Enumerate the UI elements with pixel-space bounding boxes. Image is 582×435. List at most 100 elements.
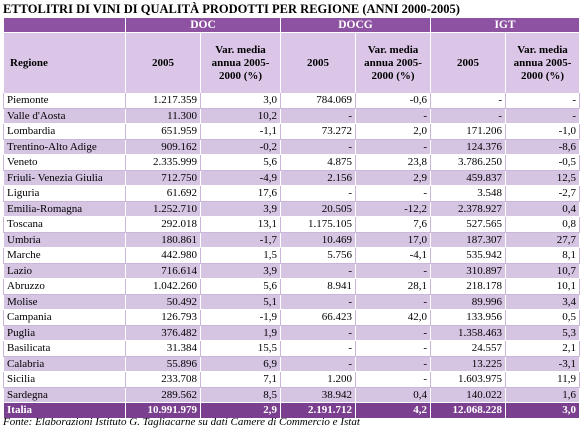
cell-docg-2005: 73.272 bbox=[280, 123, 356, 140]
table-title: ETTOLITRI DI VINI DI QUALITÀ PRODOTTI PE… bbox=[3, 2, 460, 16]
cell-igt-2005: 124.376 bbox=[430, 139, 506, 155]
cell-igt-var: 5,3 bbox=[505, 325, 580, 341]
cell-doc-2005: 31.384 bbox=[125, 340, 201, 357]
cell-doc-2005: 50.492 bbox=[125, 294, 201, 310]
source-footnote: Fonte: Elaborazioni Istituto G. Tagliaca… bbox=[3, 416, 360, 428]
cell-doc-var: 5,1 bbox=[200, 294, 281, 310]
cell-igt-2005: 13.225 bbox=[430, 356, 506, 372]
cell-doc-var: 5,6 bbox=[200, 154, 281, 171]
cell-igt-var: -2,7 bbox=[505, 185, 580, 202]
cell-igt-var: 0,4 bbox=[505, 201, 580, 217]
cell-igt-2005: 459.837 bbox=[430, 170, 506, 186]
cell-igt-var: 0,8 bbox=[505, 216, 580, 233]
total-cell-doc-2005: 10.991.979 bbox=[125, 402, 201, 418]
cell-region-name: Lombardia bbox=[3, 123, 126, 140]
column-header-doc-2005: 2005 bbox=[125, 32, 201, 93]
cell-doc-var: -4,9 bbox=[200, 170, 281, 186]
cell-igt-2005: 24.557 bbox=[430, 340, 506, 357]
cell-doc-var: 3,9 bbox=[200, 201, 281, 217]
cell-region-name: Puglia bbox=[3, 325, 126, 341]
cell-region-name: Umbria bbox=[3, 232, 126, 248]
cell-igt-2005: - bbox=[430, 93, 506, 109]
column-header-row: Regione 2005 Var. media annua 2005-2000 … bbox=[3, 32, 580, 93]
cell-docg-2005: 784.069 bbox=[280, 93, 356, 109]
cell-igt-2005: 1.358.463 bbox=[430, 325, 506, 341]
cell-docg-var: - bbox=[355, 325, 431, 341]
cell-docg-2005: - bbox=[280, 294, 356, 310]
cell-igt-2005: 218.178 bbox=[430, 278, 506, 295]
table-row: Umbria 180.861 -1,7 10.469 17,0 187.307 27,7 bbox=[3, 232, 580, 248]
cell-doc-2005: 292.018 bbox=[125, 216, 201, 233]
cell-docg-2005: 5.756 bbox=[280, 247, 356, 264]
table-row: Lombardia 651.959 -1,1 73.272 2,0 171.206 -1,0 bbox=[3, 123, 580, 140]
cell-docg-2005: - bbox=[280, 139, 356, 155]
cell-igt-2005: - bbox=[430, 108, 506, 124]
cell-docg-var: 2,9 bbox=[355, 170, 431, 186]
cell-doc-var: 10,2 bbox=[200, 108, 281, 124]
cell-docg-var: - bbox=[355, 263, 431, 279]
cell-region-name: Toscana bbox=[3, 216, 126, 233]
cell-doc-var: -0,2 bbox=[200, 139, 281, 155]
cell-igt-var: -0,5 bbox=[505, 154, 580, 171]
table-row: Calabria 55.896 6,9- -13.225 -3,1 bbox=[3, 356, 580, 372]
group-header-docg: DOCG bbox=[280, 18, 431, 33]
cell-igt-2005: 133.956 bbox=[430, 309, 506, 326]
group-header-doc: DOC bbox=[125, 18, 281, 33]
column-header-doc-var: Var. media annua 2005-2000 (%) bbox=[200, 32, 281, 93]
cell-docg-2005: 1.200 bbox=[280, 371, 356, 388]
table-row: Sardegna 289.562 8,5 38.942 0,4 140.022 1,6 bbox=[3, 387, 580, 403]
cell-doc-var: 3,9 bbox=[200, 263, 281, 279]
cell-region-name: Calabria bbox=[3, 356, 126, 372]
cell-igt-2005: 310.897 bbox=[430, 263, 506, 279]
cell-igt-var: -8,6 bbox=[505, 139, 580, 155]
column-header-docg-var: Var. media annua 2005-2000 (%) bbox=[355, 32, 431, 93]
cell-igt-var: - bbox=[505, 93, 580, 109]
cell-docg-var: - bbox=[355, 371, 431, 388]
cell-igt-var: 12,5 bbox=[505, 170, 580, 186]
cell-igt-var: - bbox=[505, 108, 580, 124]
cell-docg-2005: 38.942 bbox=[280, 387, 356, 403]
column-header-docg-2005: 2005 bbox=[280, 32, 356, 93]
total-cell-igt-var: 3,0 bbox=[505, 402, 580, 418]
cell-doc-var: -1,9 bbox=[200, 309, 281, 326]
cell-region-name: Basilicata bbox=[3, 340, 126, 357]
cell-docg-2005: - bbox=[280, 340, 356, 357]
cell-docg-var: - bbox=[355, 356, 431, 372]
cell-docg-var: 2,0 bbox=[355, 123, 431, 140]
cell-doc-2005: 180.861 bbox=[125, 232, 201, 248]
table-row: Campania 126.793 -1,9 66.423 42,0 133.956 0,5 bbox=[3, 309, 580, 326]
group-header-row: DOC DOCG IGT bbox=[3, 18, 580, 33]
cell-doc-var: 6,9 bbox=[200, 356, 281, 372]
column-header-region: Regione bbox=[3, 32, 126, 93]
cell-doc-2005: 55.896 bbox=[125, 356, 201, 372]
cell-doc-var: 5,6 bbox=[200, 278, 281, 295]
cell-igt-2005: 3.548 bbox=[430, 185, 506, 202]
table-row: Toscana 292.018 13,1 1.175.105 7,6 527.565 0,8 bbox=[3, 216, 580, 233]
cell-region-name: Veneto bbox=[3, 154, 126, 171]
cell-region-name: Trentino-Alto Adige bbox=[3, 139, 126, 155]
cell-doc-2005: 716.614 bbox=[125, 263, 201, 279]
cell-doc-2005: 712.750 bbox=[125, 170, 201, 186]
cell-doc-2005: 1.252.710 bbox=[125, 201, 201, 217]
group-header-blank bbox=[3, 18, 126, 33]
total-cell-docg-2005: 2.191.712 bbox=[280, 402, 356, 418]
cell-igt-var: 3,4 bbox=[505, 294, 580, 310]
cell-igt-var: 10,7 bbox=[505, 263, 580, 279]
cell-region-name: Sicilia bbox=[3, 371, 126, 388]
cell-docg-var: - bbox=[355, 108, 431, 124]
cell-doc-2005: 1.217.359 bbox=[125, 93, 201, 109]
cell-docg-var: 17,0 bbox=[355, 232, 431, 248]
cell-doc-var: 3,0 bbox=[200, 93, 281, 109]
cell-doc-2005: 126.793 bbox=[125, 309, 201, 326]
cell-docg-2005: 10.469 bbox=[280, 232, 356, 248]
cell-igt-var: -1,0 bbox=[505, 123, 580, 140]
cell-docg-2005: 8.941 bbox=[280, 278, 356, 295]
cell-igt-var: 10,1 bbox=[505, 278, 580, 295]
cell-igt-2005: 527.565 bbox=[430, 216, 506, 233]
total-cell-region-name: Italia bbox=[3, 402, 126, 418]
cell-igt-2005: 1.603.975 bbox=[430, 371, 506, 388]
cell-docg-var: 42,0 bbox=[355, 309, 431, 326]
cell-doc-2005: 376.482 bbox=[125, 325, 201, 341]
cell-docg-2005: 2.156 bbox=[280, 170, 356, 186]
cell-doc-var: 1,5 bbox=[200, 247, 281, 264]
